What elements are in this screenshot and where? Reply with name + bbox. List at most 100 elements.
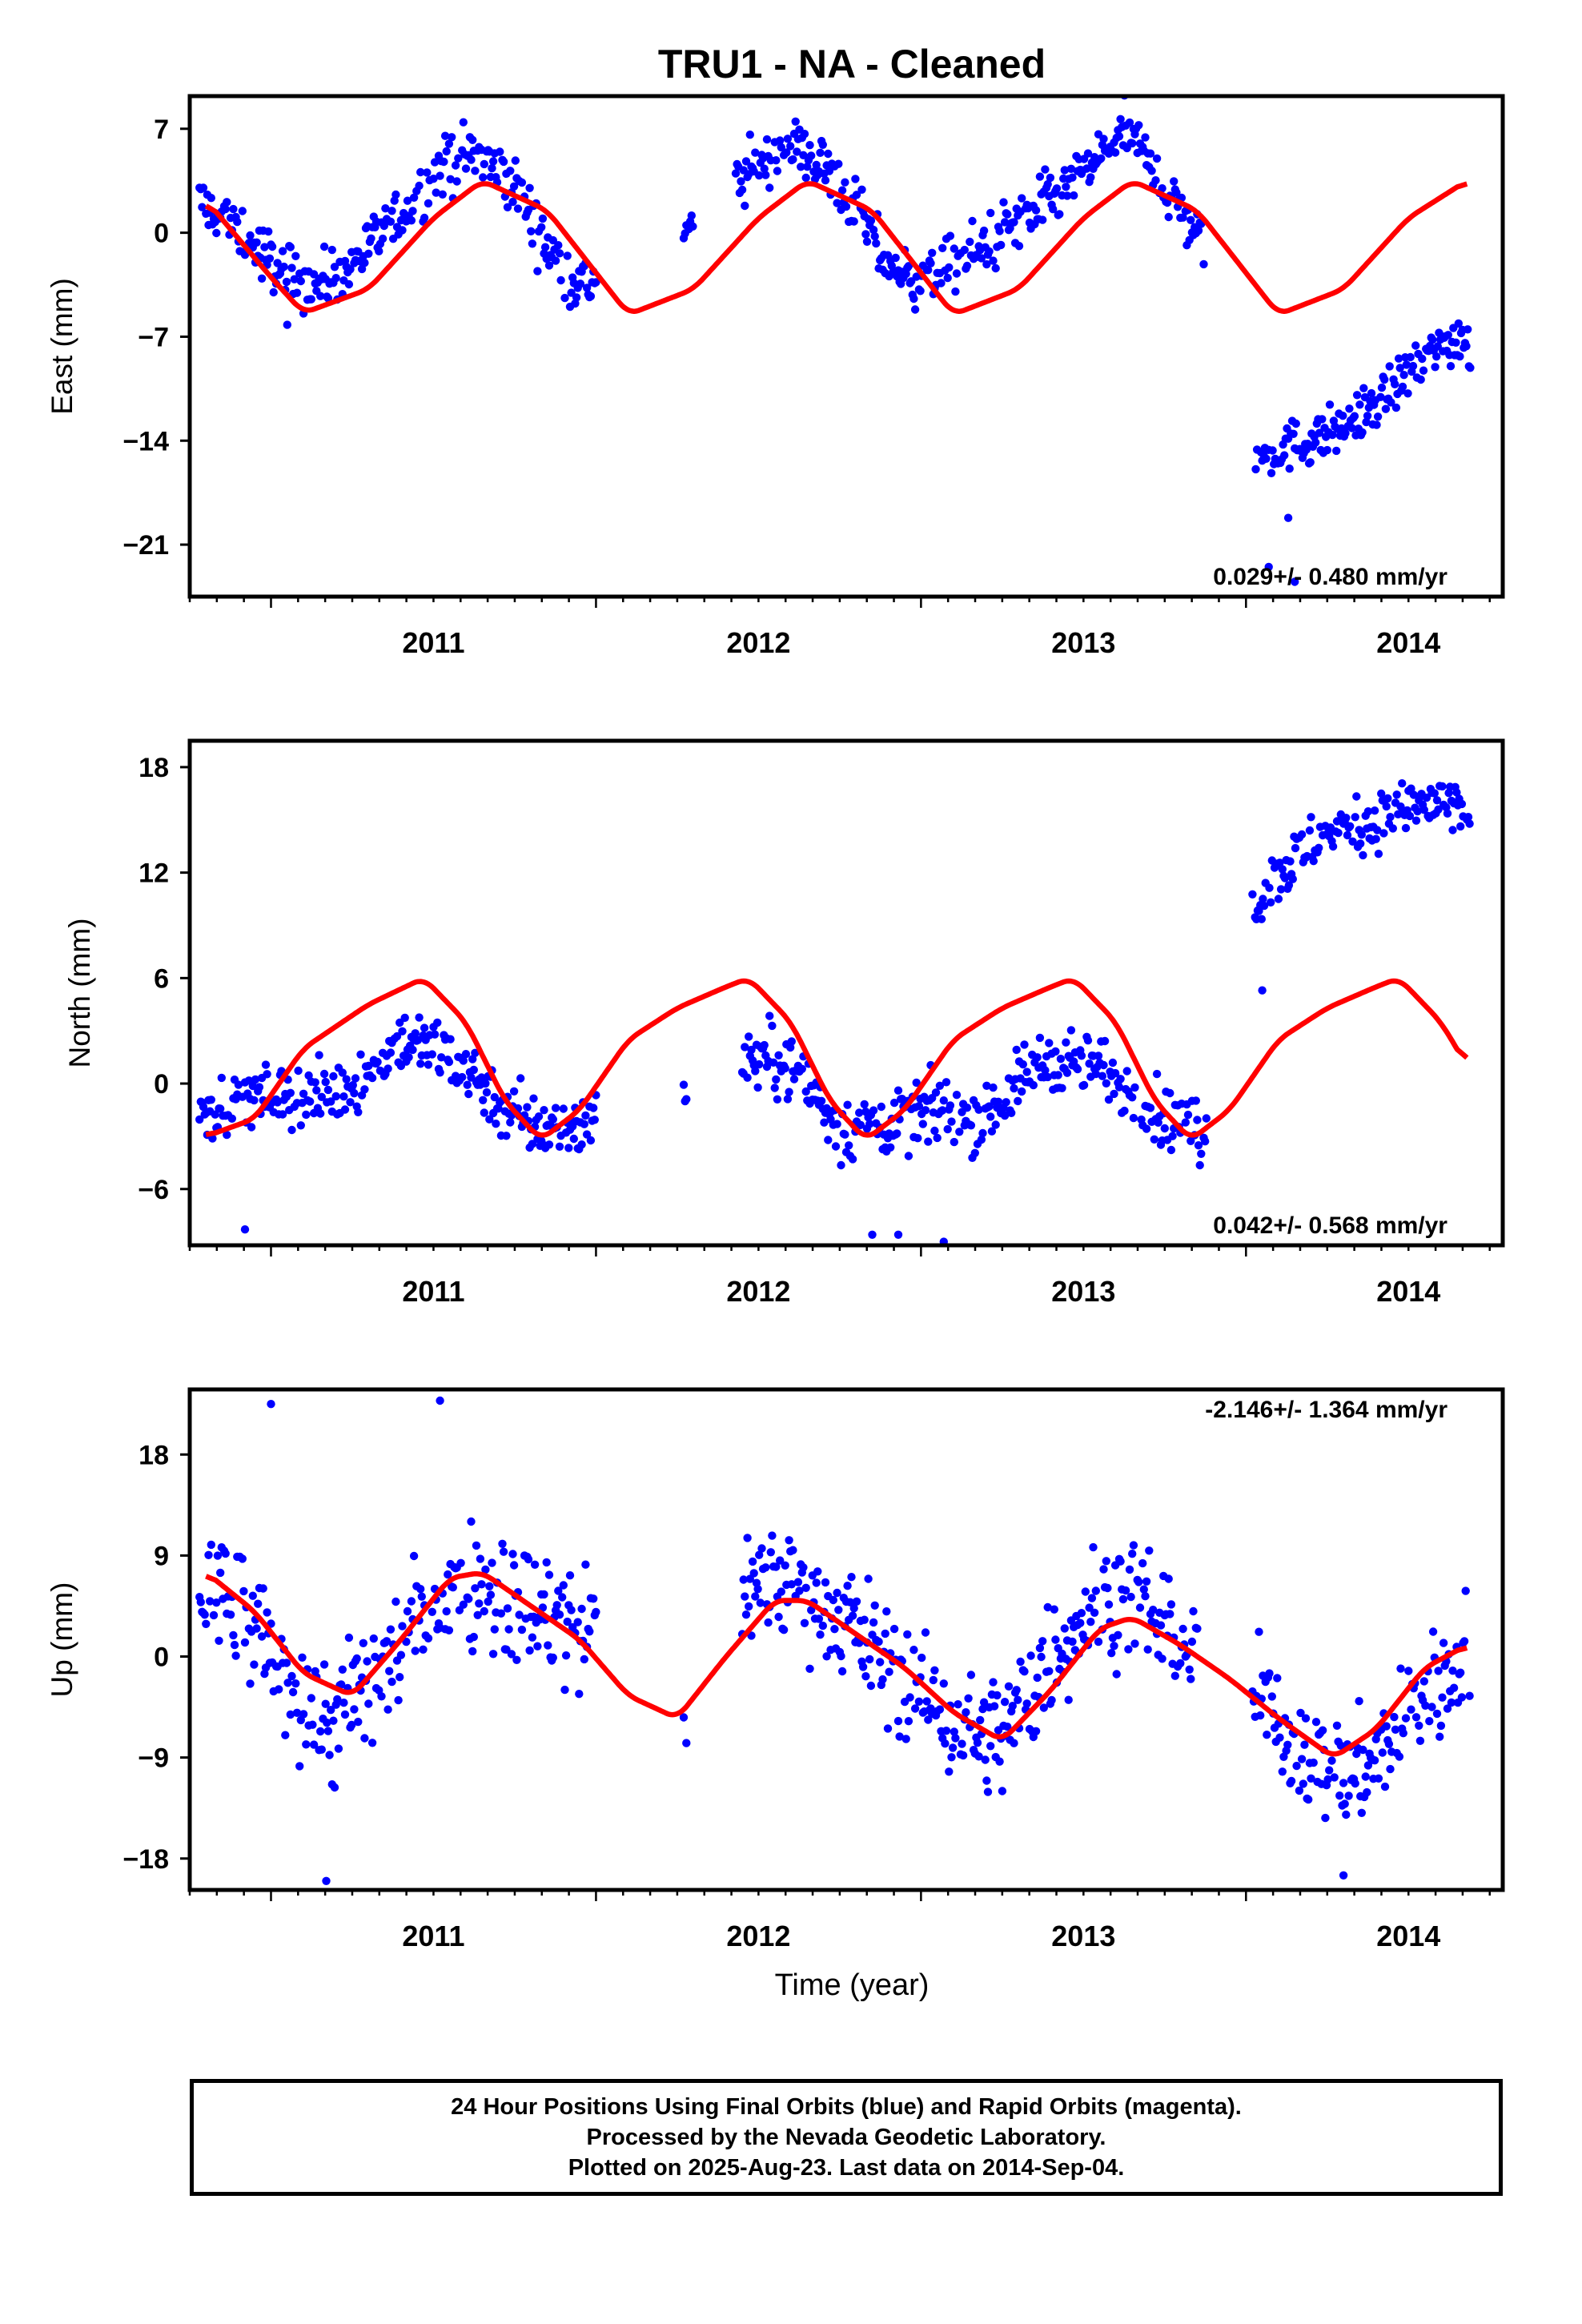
data-point [1398,779,1407,788]
data-point [1398,382,1407,392]
data-point [1147,167,1156,175]
data-point [845,1598,855,1606]
data-point [1108,1058,1118,1068]
data-point [1370,806,1379,815]
x-axis-label: Time (year) [775,1968,930,2002]
data-point [751,148,760,157]
data-point [1135,1603,1145,1612]
data-point [331,1092,340,1101]
data-point [299,1710,308,1719]
data-point [213,1551,223,1560]
data-point [860,1100,869,1109]
data-point [1256,1711,1265,1720]
data-point [398,226,407,235]
data-point [1291,577,1299,586]
model-fit-line-north [205,978,1469,1138]
data-point [212,228,221,238]
data-point [1094,1051,1103,1060]
data-point [334,1744,343,1753]
data-point [290,275,299,283]
data-point [793,147,801,156]
data-point [1421,1701,1430,1710]
plot-frame-up [187,1387,1505,1892]
data-point [419,1645,428,1654]
data-point [552,1601,561,1610]
data-point [986,1742,995,1751]
data-point [509,182,519,191]
data-point [255,1083,264,1092]
data-point [943,273,952,283]
data-point [391,1597,400,1606]
data-point [411,1029,420,1038]
data-point [544,261,554,270]
x-tick-label: 2014 [1376,1920,1440,1952]
data-point [1339,1871,1348,1880]
data-point [751,1592,760,1601]
data-point [512,1655,521,1664]
data-point [1433,342,1443,351]
data-point [689,222,697,231]
data-point [282,277,291,287]
data-point [1172,188,1181,197]
data-point [417,1592,426,1601]
data-point [319,242,329,251]
data-point [1342,814,1351,822]
data-point [1043,1602,1052,1612]
data-point [753,1083,762,1092]
data-point [279,262,288,271]
data-point [976,1715,985,1725]
data-point [882,1607,891,1616]
data-point [383,1705,392,1714]
data-point [773,167,782,175]
data-point [1128,139,1137,148]
data-point [755,171,764,180]
x-tick-label: 2013 [1051,1275,1115,1308]
data-point [454,154,463,163]
data-point [1166,1610,1174,1618]
data-point [511,156,520,165]
data-point [352,1654,361,1663]
data-point [469,1065,478,1075]
data-point [979,1698,989,1707]
data-point [459,118,468,127]
data-point [1383,794,1392,803]
data-point [962,1708,970,1717]
data-point [1358,428,1367,437]
data-point [287,1125,296,1135]
data-point [914,1102,924,1111]
data-point [264,227,273,236]
data-point [865,1655,874,1664]
data-point [834,1606,843,1614]
data-point [958,1739,966,1748]
data-point [1456,1668,1465,1677]
data-point [741,1592,749,1601]
data-point [1416,375,1425,384]
data-point [978,1704,987,1714]
data-point [448,1583,457,1592]
data-point [889,1098,899,1108]
data-point [396,1651,406,1659]
data-point [1351,813,1359,822]
data-point [1428,336,1437,344]
data-point [881,1629,889,1638]
data-point [288,1687,298,1697]
data-point [315,1051,323,1059]
data-point [378,234,387,243]
data-point [987,1127,997,1136]
data-point [1003,1723,1012,1731]
data-point [970,1148,980,1158]
data-point [772,1562,781,1571]
data-point [1430,789,1439,798]
data-point [1457,799,1467,809]
data-point [1151,176,1160,185]
data-point [592,278,600,287]
data-point [1191,1096,1201,1105]
data-point [1328,430,1337,440]
data-point [558,1593,567,1602]
data-point [438,190,447,199]
data-point [962,1104,972,1112]
data-point [800,130,809,139]
data-point [948,1743,958,1752]
data-point [805,141,814,150]
data-point [544,1641,552,1650]
